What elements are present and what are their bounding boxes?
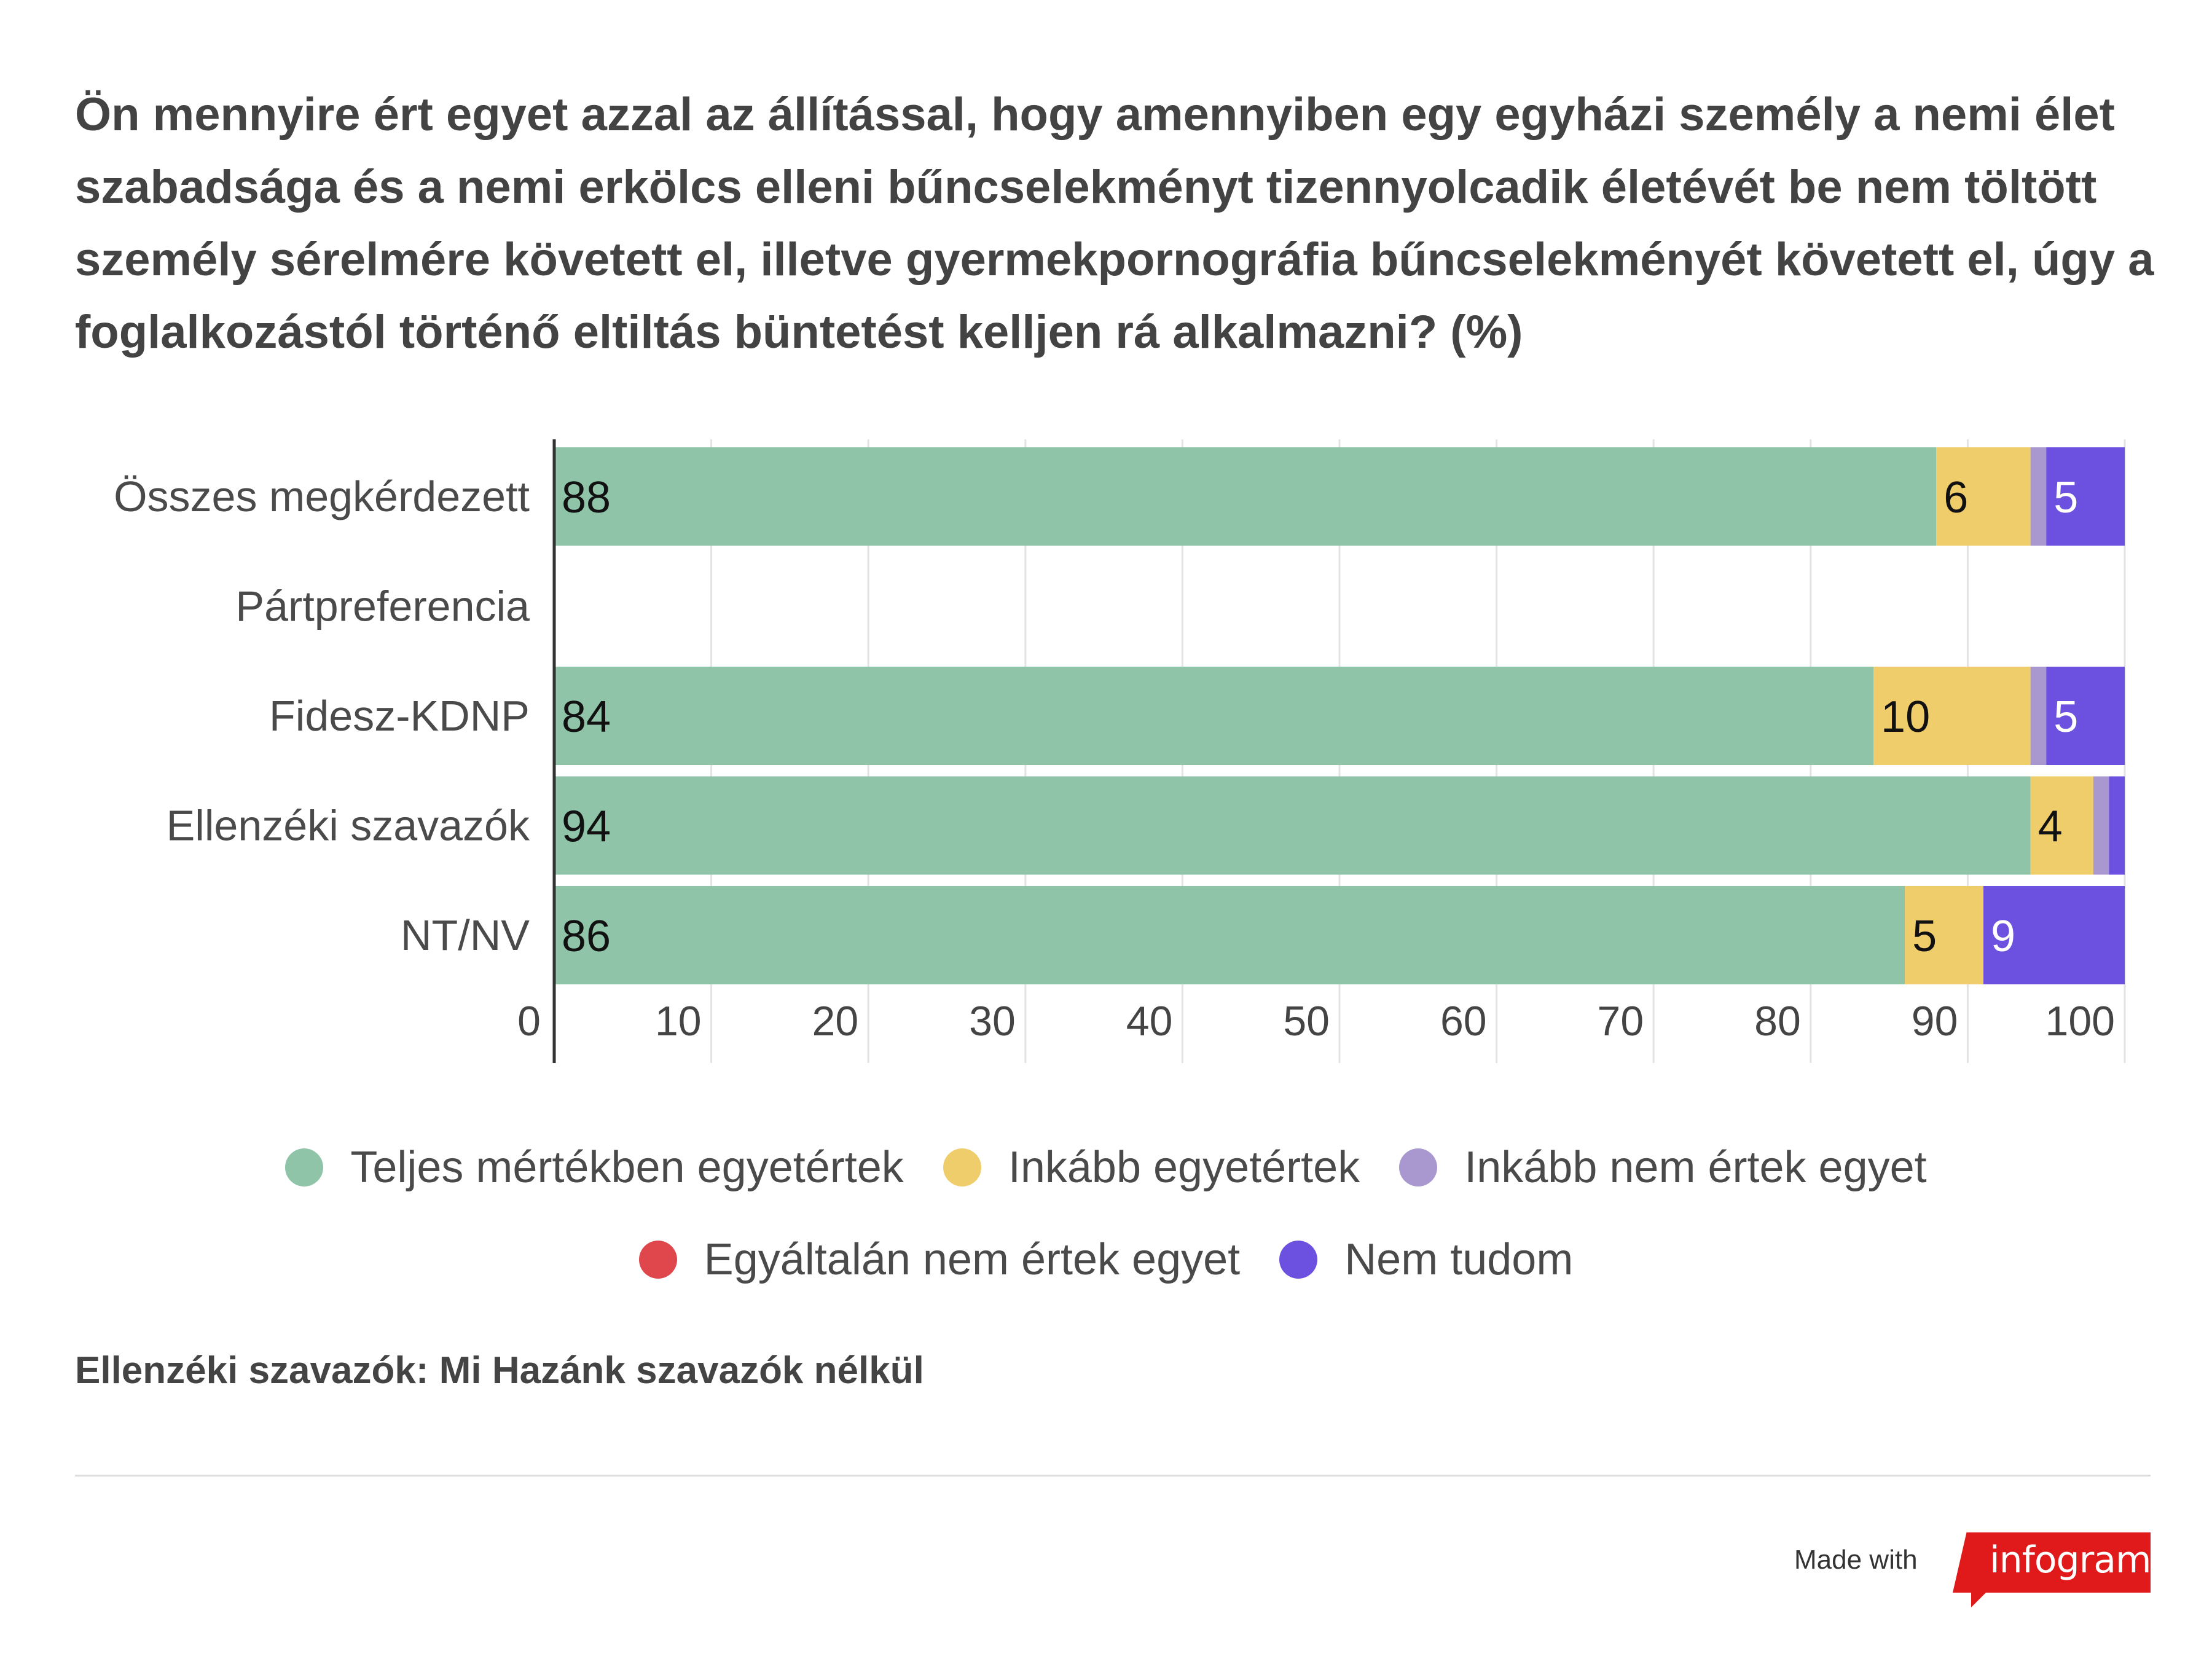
infogram-logo[interactable]: infogram [1953, 1532, 2151, 1609]
legend-dot-icon [638, 1241, 677, 1279]
category-label-4: NT/NV [401, 911, 530, 959]
bars [554, 447, 2125, 984]
category-label-1: Pártpreferencia [235, 582, 530, 630]
logo-text: infogram [1990, 1539, 2151, 1582]
stacked-bar-chart: 88 6 5 84 10 5 94 4 86 5 9 Összes megkérdezett Párt… [114, 439, 2126, 1063]
legend-item[interactable]: Nem tudom [1279, 1234, 1573, 1285]
bar-segment-4-1 [1905, 886, 1983, 984]
legend-label: Inkább nem értek egyet [1464, 1143, 1927, 1192]
legend-item[interactable]: Inkább egyetértek [943, 1142, 1360, 1193]
data-label-0-1: 6 [1943, 473, 1968, 522]
legend-item[interactable]: Teljes mértékben egyetértek [285, 1142, 904, 1193]
legend-dot-icon [1399, 1148, 1438, 1186]
bar-segment-0-2 [2030, 447, 2047, 546]
legend-dot-icon [1279, 1241, 1318, 1279]
legend-label: Inkább egyetértek [1008, 1143, 1360, 1192]
category-labels: Összes megkérdezett Pártpreferencia Fidesz… [114, 473, 530, 959]
bar-segment-2-0 [554, 667, 1874, 765]
bar-segment-3-0 [554, 776, 2031, 875]
legend-label: Teljes mértékben egyetértek [350, 1143, 904, 1192]
bar-segment-3-4 [2109, 776, 2125, 875]
x-tick-label-70: 70 [1598, 998, 1644, 1045]
x-tick-label-20: 20 [812, 998, 859, 1045]
x-axis-ticks: 0 10 20 30 40 50 60 70 80 90 100 [517, 998, 2115, 1045]
x-tick-label-100: 100 [2045, 998, 2115, 1045]
bar-segment-0-1 [1936, 447, 2031, 546]
data-label-2-1: 10 [1881, 692, 1930, 742]
category-label-2: Fidesz-KDNP [269, 692, 530, 740]
logo-tail [1971, 1590, 1988, 1607]
x-tick-label-30: 30 [969, 998, 1016, 1045]
x-tick-label-60: 60 [1440, 998, 1487, 1045]
made-with-label: Made with [1794, 1545, 1918, 1575]
legend-item[interactable]: Inkább nem értek egyet [1399, 1142, 1927, 1193]
x-tick-label-0: 0 [517, 998, 541, 1045]
legend-label: Egyáltalán nem értek egyet [704, 1235, 1241, 1284]
data-label-3-1: 4 [2038, 802, 2063, 852]
x-tick-label-10: 10 [655, 998, 702, 1045]
data-label-4-1: 5 [1912, 912, 1937, 961]
bar-segment-2-2 [2030, 667, 2047, 765]
legend-label: Nem tudom [1344, 1235, 1574, 1284]
legend-dot-icon [943, 1148, 981, 1186]
data-label-4-0: 86 [562, 912, 611, 961]
bar-segment-3-1 [2030, 776, 2093, 875]
x-tick-label-90: 90 [1912, 998, 1958, 1045]
data-labels: 88 6 5 84 10 5 94 4 86 5 9 [562, 473, 2078, 961]
footnote: Ellenzéki szavazók: Mi Hazánk szavazók n… [75, 1349, 924, 1392]
category-label-0: Összes megkérdezett [114, 473, 530, 520]
data-label-0-0: 88 [562, 473, 611, 522]
data-label-0-4: 5 [2053, 473, 2078, 522]
data-label-2-0: 84 [562, 692, 611, 742]
chart-title: Ön mennyire ért egyet azzal az állítássa… [75, 88, 2154, 358]
data-label-2-4: 5 [2053, 692, 2078, 742]
legend-row-1: Egyáltalán nem értek egyet Nem tudom [0, 1214, 2212, 1306]
bar-segment-0-0 [554, 447, 1937, 546]
data-label-4-4: 9 [1991, 912, 2015, 961]
bar-segment-2-1 [1873, 667, 2031, 765]
bar-segment-4-4 [1983, 886, 2125, 984]
x-tick-label-50: 50 [1283, 998, 1330, 1045]
logo-box [1953, 1532, 2151, 1593]
category-label-3: Ellenzéki szavazók [167, 802, 530, 850]
divider [75, 1475, 2151, 1477]
x-tick-label-80: 80 [1754, 998, 1801, 1045]
legend: Teljes mértékben egyetértek Inkább egyeté… [0, 1121, 2212, 1306]
bar-segment-3-2 [2093, 776, 2109, 875]
bar-segment-4-0 [554, 886, 1905, 984]
legend-item[interactable]: Egyáltalán nem értek egyet [638, 1234, 1241, 1285]
bar-segment-0-4 [2046, 447, 2125, 546]
legend-row-0: Teljes mértékben egyetértek Inkább egyeté… [0, 1121, 2212, 1214]
data-label-3-0: 94 [562, 802, 611, 852]
x-tick-label-40: 40 [1126, 998, 1173, 1045]
bar-segment-2-4 [2046, 667, 2125, 765]
legend-dot-icon [285, 1148, 324, 1186]
